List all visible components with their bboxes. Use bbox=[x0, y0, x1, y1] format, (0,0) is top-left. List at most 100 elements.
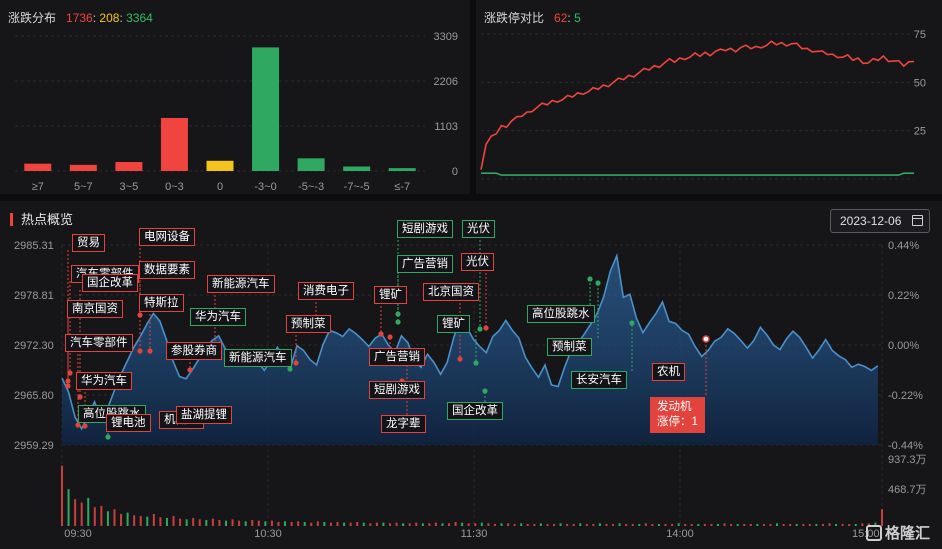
hot-tag-fall[interactable]: 广告营销 bbox=[397, 255, 453, 273]
hot-volume-bar bbox=[559, 523, 562, 526]
hot-tag-dot bbox=[65, 383, 71, 389]
hot-tag-rise[interactable]: 光伏 bbox=[461, 253, 494, 271]
hot-tag-fall[interactable]: 光伏 bbox=[462, 220, 495, 238]
hot-volume-bar bbox=[165, 517, 168, 526]
hot-volume-bar bbox=[782, 523, 785, 526]
hot-volume-bar bbox=[717, 523, 719, 526]
ratio-title-row: 涨跌停对比 62: 5 bbox=[484, 11, 581, 25]
limit-tag-dot bbox=[702, 335, 710, 343]
hot-volume-bar bbox=[487, 523, 490, 526]
hot-volume-bar bbox=[592, 523, 595, 526]
hot-volume-bar bbox=[428, 523, 431, 526]
hot-tag-rise[interactable]: 农机 bbox=[652, 363, 685, 381]
ratio-limit-up: 62 bbox=[554, 11, 568, 25]
hot-tag-dot bbox=[473, 360, 479, 366]
hot-volume-bar bbox=[546, 523, 549, 526]
hot-tag-rise[interactable]: 南京国资 bbox=[67, 300, 123, 318]
hot-volume-bar bbox=[612, 523, 615, 526]
dist-ytick: 1103 bbox=[434, 121, 458, 133]
dist-up-count: 1736 bbox=[66, 11, 93, 25]
hot-volume-bar bbox=[703, 523, 706, 526]
limit-up-tag-sector: 发动机 bbox=[657, 401, 692, 413]
hot-volume-bar bbox=[316, 521, 319, 526]
ratio-ytick: 25 bbox=[914, 126, 926, 138]
hot-volume-bar bbox=[598, 523, 601, 526]
hot-volume-bar bbox=[244, 521, 247, 526]
hot-tag-dot bbox=[287, 366, 293, 372]
hot-volume-bar bbox=[526, 523, 529, 526]
hot-volume-bar bbox=[848, 523, 851, 526]
hot-ytick-left: 2978.81 bbox=[14, 290, 54, 302]
hot-volume-bar bbox=[507, 523, 510, 526]
hot-volume-bar bbox=[539, 523, 542, 526]
hot-volume-bar bbox=[87, 497, 90, 526]
hot-ytick-left: 2972.30 bbox=[14, 340, 54, 352]
hot-tag-fall[interactable]: 国企改革 bbox=[447, 402, 503, 420]
hot-volume-bar bbox=[566, 523, 569, 526]
hot-volume-bar bbox=[572, 523, 575, 526]
hot-ytick-right: -0.44% bbox=[888, 440, 923, 452]
hot-tag-rise[interactable]: 锂电池 bbox=[106, 414, 151, 432]
hot-volume-bar bbox=[80, 502, 83, 526]
hot-tag-fall[interactable]: 短剧游戏 bbox=[397, 220, 453, 238]
hot-tag-dot bbox=[67, 370, 73, 376]
hot-tag-fall[interactable]: 锂矿 bbox=[437, 315, 470, 333]
hot-volume-bar bbox=[146, 516, 149, 526]
date-value: 2023-12-06 bbox=[840, 214, 902, 228]
hot-tag-dot bbox=[187, 367, 193, 373]
date-picker[interactable]: 2023-12-06 bbox=[830, 209, 930, 233]
hot-tag-rise[interactable]: 锂矿 bbox=[374, 286, 407, 304]
hot-volume-bar bbox=[474, 523, 477, 526]
hot-tag-fall[interactable]: 新能源汽车 bbox=[224, 349, 292, 367]
hot-tag-rise[interactable]: 参股券商 bbox=[166, 342, 222, 360]
dist-bar bbox=[69, 164, 97, 171]
hot-tag-dot bbox=[395, 319, 401, 325]
hot-volume-bar bbox=[277, 521, 280, 526]
hot-tag-fall[interactable]: 华为汽车 bbox=[190, 308, 246, 326]
hot-tag-dot bbox=[105, 434, 111, 440]
hot-tag-rise[interactable]: 华为汽车 bbox=[76, 372, 132, 390]
hot-tag-fall[interactable]: 预制菜 bbox=[547, 338, 592, 356]
dist-bar bbox=[252, 47, 280, 171]
hot-tag-rise[interactable]: 贸易 bbox=[72, 234, 105, 252]
hot-tag-rise[interactable]: 国企改革 bbox=[82, 274, 138, 292]
dist-panel: 涨跌分布 1736: 208: 3364 3309 2206 1103 0 ≥7 5~7 3… bbox=[0, 0, 470, 194]
hot-volume-bar bbox=[218, 519, 221, 526]
hot-tag-rise[interactable]: 电网设备 bbox=[139, 228, 195, 246]
hot-volume-bar bbox=[631, 523, 634, 526]
ratio-title: 涨跌停对比 bbox=[484, 11, 545, 25]
hot-volume-bar bbox=[841, 523, 844, 526]
hot-tag-rise[interactable]: 短剧游戏 bbox=[369, 381, 425, 399]
hot-tag-fall[interactable]: 长安汽车 bbox=[571, 371, 627, 389]
hot-xtick: 09:30 bbox=[64, 528, 92, 540]
hot-volume-bar bbox=[211, 518, 214, 526]
limit-up-tag[interactable]: 发动机 涨停：1 bbox=[650, 397, 705, 433]
hot-tag-rise[interactable]: 预制菜 bbox=[286, 315, 331, 333]
hot-tag-dot bbox=[457, 356, 463, 362]
hot-tag-rise[interactable]: 消费电子 bbox=[298, 282, 354, 300]
hot-volume-bar bbox=[769, 523, 772, 526]
hot-volume-bar bbox=[657, 523, 660, 526]
hot-tag-rise[interactable]: 数据要素 bbox=[139, 261, 195, 279]
hot-volume-bar bbox=[369, 523, 372, 526]
hot-volume-bar bbox=[710, 523, 713, 526]
hot-volume-bar bbox=[749, 523, 752, 526]
hot-tag-rise[interactable]: 北京国资 bbox=[423, 283, 479, 301]
hot-tag-rise[interactable]: 广告营销 bbox=[369, 348, 425, 366]
hot-volume-bar bbox=[133, 515, 136, 526]
hot-tag-dot bbox=[293, 360, 299, 366]
ratio-series-line bbox=[480, 40, 915, 170]
hot-tag-rise[interactable]: 盐湖提锂 bbox=[176, 406, 232, 424]
hot-volume-bar bbox=[664, 523, 667, 526]
hot-volume-bar bbox=[533, 523, 536, 526]
hot-volume-bar bbox=[389, 523, 391, 526]
hot-tag-fall[interactable]: 高位股跳水 bbox=[527, 305, 595, 323]
hot-index-line bbox=[61, 252, 879, 431]
hot-tag-rise[interactable]: 特斯拉 bbox=[139, 294, 184, 312]
hot-volume-bar bbox=[795, 523, 798, 526]
calendar-icon[interactable] bbox=[912, 215, 923, 226]
hot-volume-bar bbox=[205, 519, 208, 526]
hot-tag-rise[interactable]: 新能源汽车 bbox=[207, 275, 275, 293]
hot-tag-rise[interactable]: 汽车零部件 bbox=[65, 334, 133, 352]
hot-tag-rise[interactable]: 龙字辈 bbox=[381, 415, 426, 433]
